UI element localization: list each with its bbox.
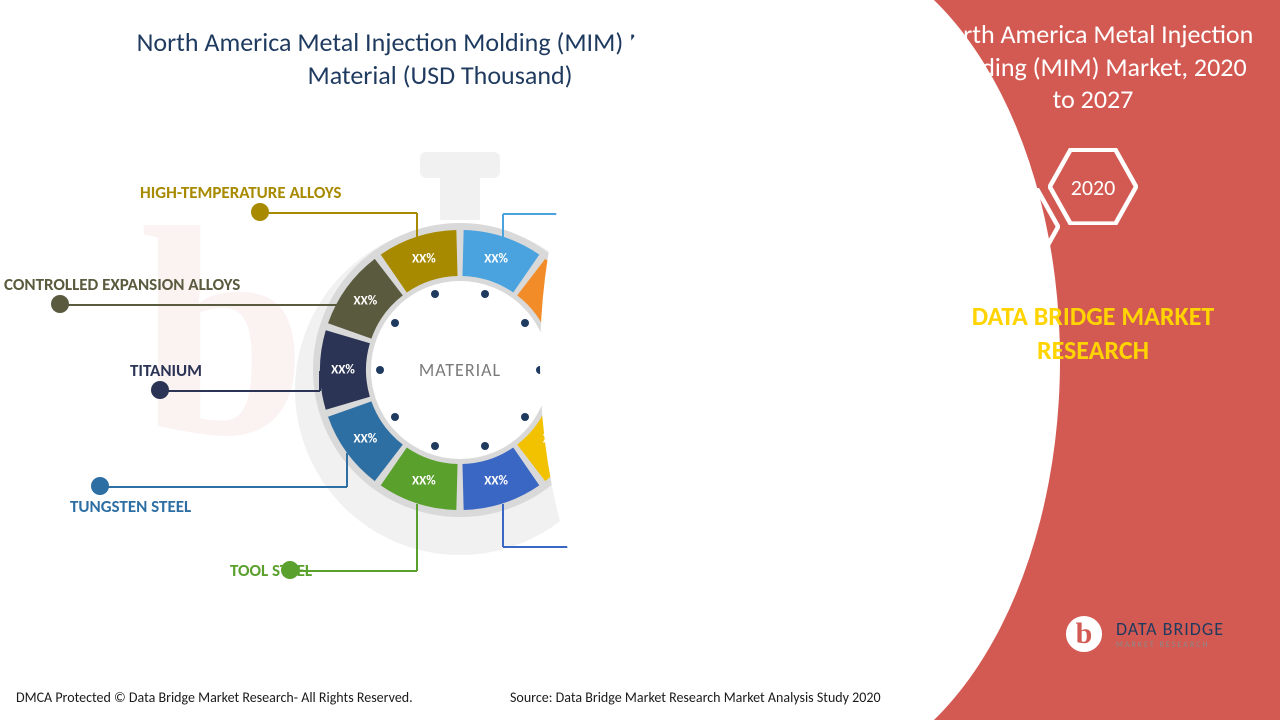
tick-dot — [521, 319, 529, 327]
tick-dot — [481, 442, 489, 450]
tick-dot — [391, 319, 399, 327]
tick-dot — [431, 442, 439, 450]
leader-line — [502, 214, 504, 238]
leader-line — [100, 486, 347, 488]
pct-stainless: XX% — [484, 251, 508, 266]
label-tungsten: TUNGSTEN STEEL — [70, 496, 191, 517]
tick-dot — [391, 413, 399, 421]
marker-hta — [251, 203, 269, 221]
footer-source: Source: Data Bridge Market Research Mark… — [510, 689, 881, 706]
leader-line — [416, 213, 418, 238]
donut-center-label: MATERIAL — [419, 359, 501, 381]
tick-dot — [431, 290, 439, 298]
logo-mark-icon: b — [1062, 612, 1106, 656]
label-cea: CONTROLLED EXPANSION ALLOYS — [4, 274, 240, 295]
leader-line — [346, 453, 348, 487]
brand-logo: b DATA BRIDGE MARKET RESEARCH — [1062, 612, 1224, 656]
leader-line — [416, 504, 418, 571]
leader-line — [160, 390, 320, 392]
leader-line — [60, 304, 347, 306]
logo-main: DATA BRIDGE — [1116, 618, 1224, 640]
leader-line — [319, 371, 321, 391]
pct-cea: XX% — [353, 294, 377, 309]
pct-cobalt: XX% — [484, 474, 508, 489]
stage: b DATA BRIDGE North America Metal Inject… — [0, 0, 1280, 720]
pct-hta: XX% — [412, 251, 436, 266]
hex-2027: 2027 — [970, 188, 1060, 266]
marker-tungsten — [91, 477, 109, 495]
tick-dot — [521, 413, 529, 421]
leader-line — [260, 212, 417, 214]
label-titanium: TITANIUM — [130, 360, 202, 381]
pct-titanium: XX% — [331, 363, 355, 378]
tick-dot — [376, 366, 384, 374]
label-tool: TOOL STEEL — [230, 560, 312, 581]
pct-tungsten: XX% — [353, 431, 377, 446]
leader-line — [502, 504, 504, 547]
marker-cea — [51, 295, 69, 313]
brand-text: DATA BRIDGE MARKET RESEARCH — [930, 300, 1256, 368]
label-hta: HIGH-TEMPERATURE ALLOYS — [140, 182, 341, 203]
footer-copyright: DMCA Protected © Data Bridge Market Rese… — [16, 689, 413, 706]
marker-titanium — [151, 381, 169, 399]
leader-line — [346, 289, 348, 305]
pct-tool: XX% — [412, 474, 436, 489]
tick-dot — [481, 290, 489, 298]
side-panel: North America Metal Injection Molding (M… — [800, 0, 1280, 720]
side-title: North America Metal Injection Molding (M… — [930, 18, 1256, 116]
logo-sub: MARKET RESEARCH — [1116, 640, 1224, 650]
hex-2020: 2020 — [1048, 148, 1138, 226]
